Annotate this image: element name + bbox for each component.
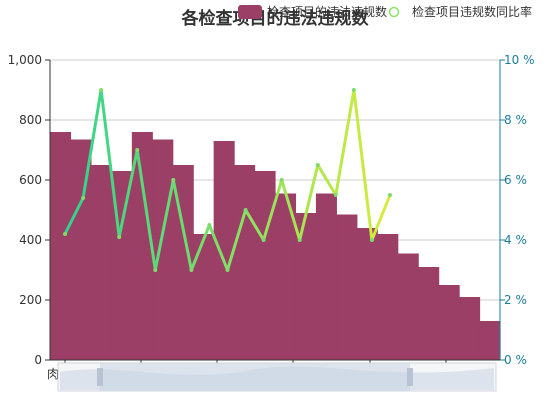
legend-label-bar: 检查项目的违法违规数	[267, 4, 387, 19]
y-right-tick-label: 4 %	[504, 233, 527, 247]
slider-window[interactable]	[100, 363, 410, 391]
line-point	[81, 196, 86, 200]
bar	[315, 193, 337, 360]
chart-title: 各检查项目的违法违规数	[181, 8, 370, 29]
legend-item-line[interactable]: 检查项目违规数同比率	[382, 4, 532, 19]
axes	[49, 60, 501, 361]
bar	[356, 228, 378, 360]
line-point	[315, 163, 320, 167]
line-point	[153, 268, 158, 272]
y-right-ticks: 0 % 2 % 4 % 6 % 8 % 10 %	[500, 53, 535, 367]
line-point	[189, 268, 194, 272]
bar	[418, 267, 440, 360]
bar	[213, 141, 235, 360]
y-left-tick-label: 800	[19, 113, 42, 127]
bar	[234, 165, 256, 360]
y-left-ticks: 0 200 400 600 800 1,000	[8, 53, 50, 367]
line-point	[117, 235, 122, 239]
y-right-tick-label: 2 %	[504, 293, 527, 307]
line-point	[243, 208, 248, 212]
line-point	[261, 238, 266, 242]
y-right-tick-label: 0 %	[504, 353, 527, 367]
legend-label-line: 检查项目违规数同比率	[412, 4, 532, 19]
line-point	[225, 268, 230, 272]
bar	[336, 214, 358, 360]
line-point	[333, 193, 338, 197]
bar	[90, 165, 112, 360]
bar	[193, 234, 215, 360]
bar	[397, 253, 419, 360]
line-point	[388, 193, 392, 197]
y-left-tick-label: 200	[19, 293, 42, 307]
line-point	[63, 232, 67, 236]
bar	[172, 165, 194, 360]
bar	[438, 285, 460, 360]
bar	[50, 132, 72, 360]
legend-swatch-marker	[388, 6, 400, 18]
line-series	[63, 88, 392, 272]
slider-handle-left[interactable]	[97, 368, 103, 386]
y-left-tick-label: 600	[19, 173, 42, 187]
y-right-tick-label: 6 %	[504, 173, 527, 187]
bar	[479, 321, 501, 360]
bar	[295, 213, 317, 360]
line-point	[99, 88, 104, 92]
bar	[377, 234, 399, 360]
line-point	[369, 238, 374, 242]
line-point	[351, 88, 356, 92]
zoom-slider[interactable]	[57, 362, 497, 392]
bar	[70, 139, 92, 360]
bar	[131, 132, 153, 360]
y-right-tick-label: 8 %	[504, 113, 527, 127]
line-point	[135, 148, 140, 152]
legend-item-bar[interactable]: 检查项目的违法违规数	[238, 4, 387, 19]
y-left-tick-label: 400	[19, 233, 42, 247]
y-left-tick-label: 0	[34, 353, 42, 367]
bar	[254, 171, 276, 360]
line-point	[297, 238, 302, 242]
slider-handle-right[interactable]	[407, 368, 413, 386]
bar-series	[50, 132, 501, 360]
bar	[459, 297, 481, 360]
line-point	[207, 223, 212, 227]
legend-swatch-bar	[238, 5, 262, 19]
bar	[152, 139, 174, 360]
line-point	[171, 178, 176, 182]
legend: 检查项目的违法违规数 检查项目违规数同比率	[238, 4, 532, 19]
y-right-tick-label: 10 %	[504, 53, 535, 67]
line-point	[279, 178, 284, 182]
bar	[275, 193, 297, 360]
y-left-tick-label: 1,000	[8, 53, 42, 67]
